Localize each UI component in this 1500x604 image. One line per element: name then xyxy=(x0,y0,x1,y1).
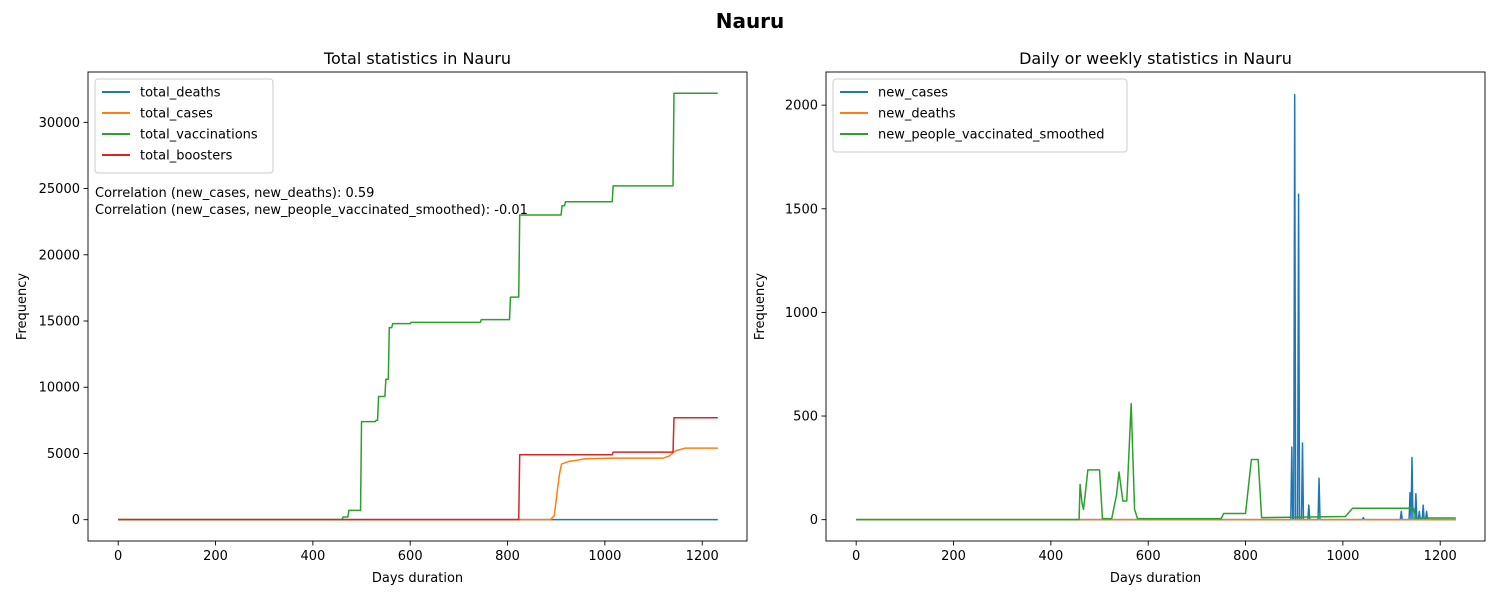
figure-suptitle: Nauru xyxy=(716,9,785,33)
y-tick-label: 30000 xyxy=(39,116,80,131)
y-tick-label: 10000 xyxy=(39,381,80,396)
x-tick-label: 400 xyxy=(1038,549,1063,564)
y-tick-label: 0 xyxy=(72,513,80,528)
y-axis-label: Frequency xyxy=(753,273,768,340)
series-group xyxy=(856,94,1456,521)
x-tick-label: 800 xyxy=(495,549,520,564)
legend-label-new_people_vaccinated_smoothed: new_people_vaccinated_smoothed xyxy=(878,128,1104,143)
legend-label-new_cases: new_cases xyxy=(878,86,948,101)
series-group xyxy=(118,92,718,521)
y-tick-label: 0 xyxy=(810,513,818,528)
x-tick-label: 600 xyxy=(398,549,423,564)
x-tick-label: 0 xyxy=(852,549,860,564)
left-chart: 0 200 400 600 800 1000 1200 0 5000 10000 15000 2000… xyxy=(15,49,748,586)
legend-label-total_boosters: total_boosters xyxy=(140,149,233,164)
chart-title: Daily or weekly statistics in Nauru xyxy=(1019,49,1292,68)
x-tick-label: 1000 xyxy=(1326,549,1359,564)
y-tick-label: 20000 xyxy=(39,248,80,263)
y-tick-label: 1500 xyxy=(785,202,818,217)
correlation-annotation: Correlation (new_cases, new_people_vacci… xyxy=(95,203,528,218)
y-tick-label: 15000 xyxy=(39,315,80,330)
x-tick-label: 200 xyxy=(203,549,228,564)
y-tick-label: 1000 xyxy=(785,306,818,321)
x-tick-label: 1000 xyxy=(588,549,621,564)
y-tick-label: 2000 xyxy=(785,99,818,114)
series-line-total_cases xyxy=(118,447,718,521)
x-axis-label: Days duration xyxy=(372,571,463,586)
y-tick-label: 500 xyxy=(793,410,818,425)
legend-label-new_deaths: new_deaths xyxy=(878,107,956,122)
legend-box xyxy=(832,78,1128,153)
legend-box xyxy=(94,78,274,174)
x-tick-label: 200 xyxy=(941,549,966,564)
x-tick-label: 1200 xyxy=(686,549,719,564)
x-tick-label: 400 xyxy=(300,549,325,564)
y-tick-label: 5000 xyxy=(47,447,80,462)
axes-frame xyxy=(825,71,1486,542)
x-axis-label: Days duration xyxy=(1110,571,1201,586)
legend-label-total_deaths: total_deaths xyxy=(140,86,221,101)
chart-title: Total statistics in Nauru xyxy=(323,49,511,68)
x-tick-label: 0 xyxy=(114,549,122,564)
y-axis-label: Frequency xyxy=(15,273,30,340)
x-tick-label: 600 xyxy=(1136,549,1161,564)
x-tick-label: 800 xyxy=(1233,549,1258,564)
legend-label-total_vaccinations: total_vaccinations xyxy=(140,128,258,143)
right-chart: 0 200 400 600 800 1000 1200 0 500 1000 1500 2000 Dai… xyxy=(753,49,1486,586)
series-line-new_people_vaccinated_smoothed xyxy=(856,402,1456,521)
series-line-total_boosters xyxy=(118,416,718,521)
x-tick-label: 1200 xyxy=(1424,549,1457,564)
series-line-total_vaccinations xyxy=(118,92,718,521)
correlation-annotation: Correlation (new_cases, new_deaths): 0.5… xyxy=(95,186,374,201)
legend-label-total_cases: total_cases xyxy=(140,107,213,122)
y-tick-label: 25000 xyxy=(39,182,80,197)
axes-frame xyxy=(87,71,748,542)
